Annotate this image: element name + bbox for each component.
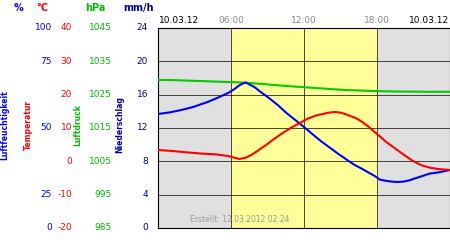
- Text: hPa: hPa: [85, 3, 105, 13]
- Text: 10: 10: [60, 124, 72, 132]
- Text: 995: 995: [95, 190, 112, 199]
- Text: 10.03.12: 10.03.12: [158, 16, 199, 25]
- Text: Erstellt: 12.03.2012 02:24: Erstellt: 12.03.2012 02:24: [190, 216, 289, 224]
- Bar: [231, 28, 377, 228]
- Text: 24: 24: [137, 24, 148, 32]
- Text: °C: °C: [36, 3, 48, 13]
- Text: %: %: [13, 3, 23, 13]
- Text: 75: 75: [40, 57, 52, 66]
- Text: 1005: 1005: [89, 157, 112, 166]
- Text: 985: 985: [95, 224, 112, 232]
- Text: 8: 8: [142, 157, 148, 166]
- Text: 25: 25: [40, 190, 52, 199]
- Text: Niederschlag: Niederschlag: [116, 96, 125, 154]
- Text: 18:00: 18:00: [364, 16, 390, 25]
- Text: -10: -10: [57, 190, 72, 199]
- Text: 1015: 1015: [89, 124, 112, 132]
- Text: -20: -20: [58, 224, 72, 232]
- Text: 1045: 1045: [89, 24, 112, 32]
- Text: Luftfeuchtigkeit: Luftfeuchtigkeit: [0, 90, 9, 160]
- Text: 12:00: 12:00: [291, 16, 317, 25]
- Text: 0: 0: [66, 157, 72, 166]
- Text: 50: 50: [40, 124, 52, 132]
- Text: mm/h: mm/h: [123, 3, 153, 13]
- Text: 1035: 1035: [89, 57, 112, 66]
- Text: 20: 20: [61, 90, 72, 99]
- Text: Temperatur: Temperatur: [23, 100, 32, 150]
- Text: 20: 20: [137, 57, 148, 66]
- Text: Luftdruck: Luftdruck: [73, 104, 82, 146]
- Text: 100: 100: [35, 24, 52, 32]
- Text: 40: 40: [61, 24, 72, 32]
- Text: 1025: 1025: [89, 90, 112, 99]
- Text: 06:00: 06:00: [218, 16, 244, 25]
- Text: 0: 0: [46, 224, 52, 232]
- Text: 30: 30: [60, 57, 72, 66]
- Text: 16: 16: [136, 90, 148, 99]
- Text: 4: 4: [142, 190, 148, 199]
- Text: 10.03.12: 10.03.12: [410, 16, 450, 25]
- Text: 0: 0: [142, 224, 148, 232]
- Text: 12: 12: [137, 124, 148, 132]
